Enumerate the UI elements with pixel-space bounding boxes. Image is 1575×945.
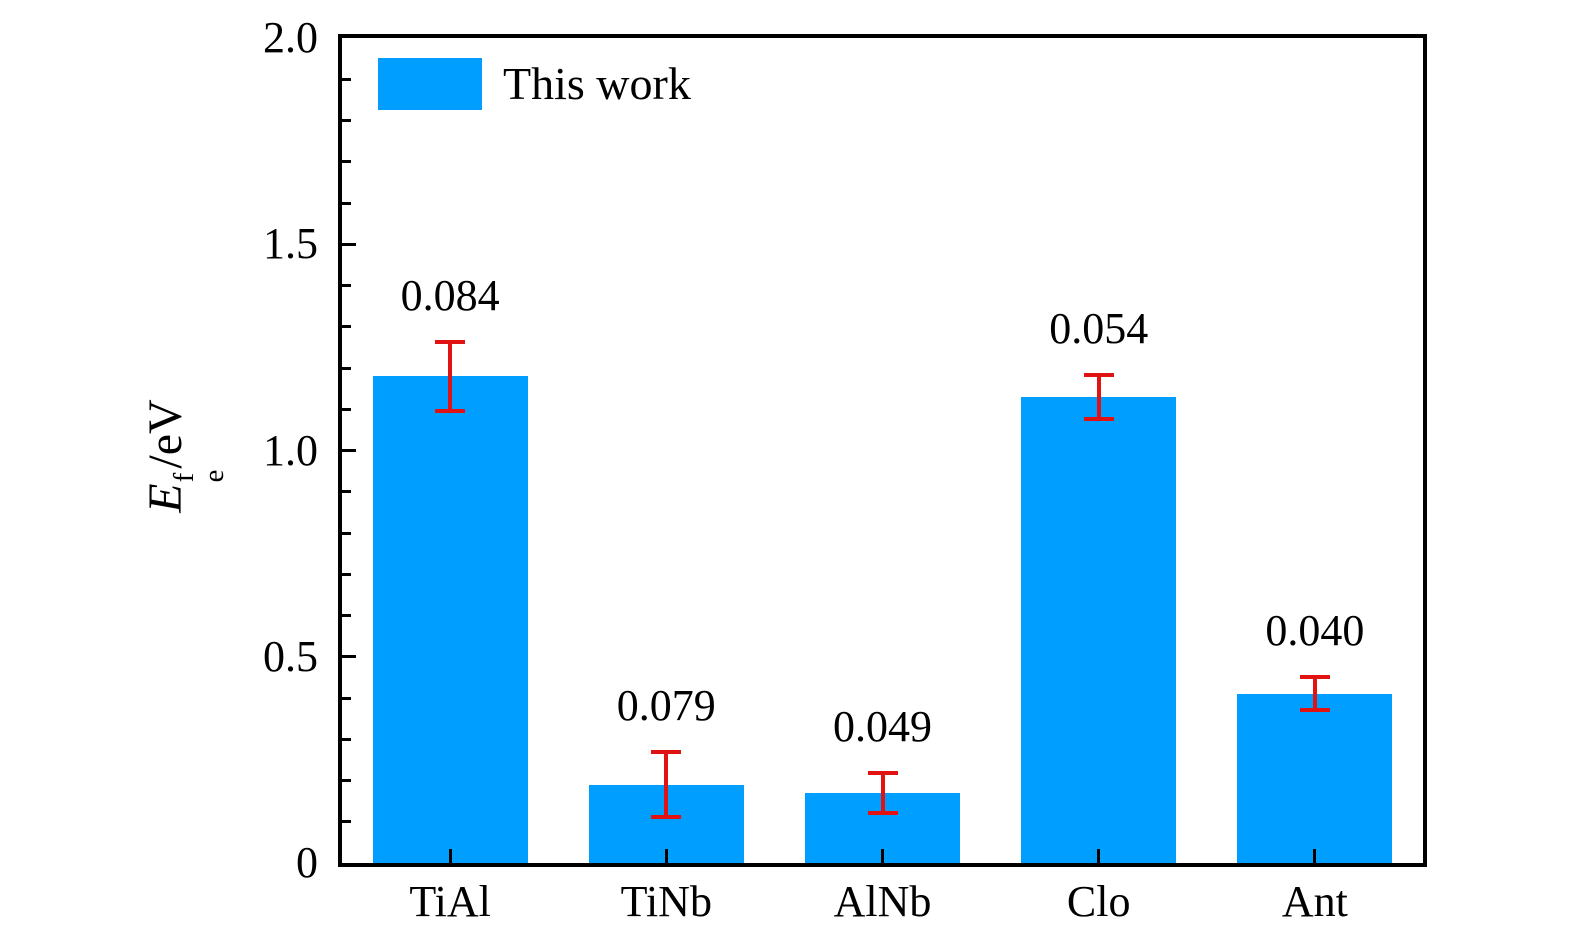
bar bbox=[372, 376, 528, 863]
value-label: 0.054 bbox=[1049, 303, 1149, 353]
x-tick-label: TiAl bbox=[409, 877, 491, 926]
error-bar-stem bbox=[880, 772, 885, 814]
value-label: 0.040 bbox=[1265, 606, 1365, 656]
y-minor-tick bbox=[342, 737, 351, 741]
y-minor-tick bbox=[342, 407, 351, 411]
y-tick-label: 0 bbox=[296, 838, 318, 887]
legend-color-swatch bbox=[378, 58, 482, 110]
y-minor-tick bbox=[342, 160, 351, 164]
legend-label: This work bbox=[503, 58, 691, 109]
y-minor-tick bbox=[342, 614, 351, 617]
error-bar-cap-top bbox=[1299, 675, 1330, 680]
bar bbox=[1021, 396, 1177, 863]
error-bar-cap-bottom bbox=[1083, 417, 1114, 422]
x-tick-label: AlNb bbox=[833, 877, 932, 926]
y-minor-tick bbox=[342, 366, 351, 370]
x-major-tick bbox=[448, 849, 452, 863]
error-bar-stem bbox=[448, 341, 453, 411]
error-bar-stem bbox=[664, 752, 669, 818]
value-label: 0.079 bbox=[616, 681, 716, 731]
y-minor-tick bbox=[342, 820, 351, 824]
y-minor-tick bbox=[342, 779, 351, 782]
x-tick-label: Ant bbox=[1281, 877, 1348, 926]
y-minor-tick bbox=[342, 284, 351, 287]
error-bar-cap-top bbox=[1083, 372, 1114, 377]
x-tick-label: TiNb bbox=[620, 877, 712, 926]
error-bar-cap-bottom bbox=[651, 815, 682, 820]
y-minor-tick bbox=[342, 201, 351, 205]
y-minor-tick bbox=[342, 119, 351, 122]
y-tick-label: 1.5 bbox=[263, 219, 318, 269]
y-axis-label-base: E bbox=[139, 483, 193, 513]
y-minor-tick bbox=[342, 490, 351, 494]
y-major-tick bbox=[342, 242, 356, 246]
y-major-tick bbox=[342, 655, 356, 659]
plot-spines bbox=[338, 34, 1427, 867]
y-minor-tick bbox=[342, 696, 351, 700]
x-major-tick bbox=[881, 849, 884, 863]
error-bar-cap-bottom bbox=[1299, 708, 1330, 713]
value-label: 0.049 bbox=[833, 701, 932, 751]
y-tick-label: 0.5 bbox=[263, 631, 318, 681]
value-label: 0.084 bbox=[400, 270, 500, 320]
error-bar-stem bbox=[1096, 374, 1101, 420]
error-bar-cap-bottom bbox=[867, 811, 898, 816]
x-major-tick bbox=[1097, 849, 1101, 863]
x-tick-label: Clo bbox=[1066, 877, 1131, 926]
error-bar-stem bbox=[1312, 677, 1317, 711]
x-major-tick bbox=[664, 849, 668, 863]
error-bar-cap-bottom bbox=[435, 408, 466, 413]
y-minor-tick bbox=[342, 572, 351, 576]
error-bar-cap-top bbox=[435, 339, 466, 344]
error-bar-cap-top bbox=[867, 770, 898, 775]
bar bbox=[1237, 693, 1393, 863]
x-major-tick bbox=[1313, 849, 1317, 863]
y-minor-tick bbox=[342, 77, 351, 81]
plot-inner: 0.084 0.079 0.049 0.054 0.040 bbox=[342, 38, 1423, 863]
y-tick-label: 1.0 bbox=[263, 425, 318, 475]
y-major-tick bbox=[342, 449, 356, 452]
error-bar-cap-top bbox=[651, 750, 682, 755]
y-minor-tick bbox=[342, 531, 351, 535]
y-minor-tick bbox=[342, 325, 351, 329]
y-tick-label: 2.0 bbox=[263, 13, 318, 62]
